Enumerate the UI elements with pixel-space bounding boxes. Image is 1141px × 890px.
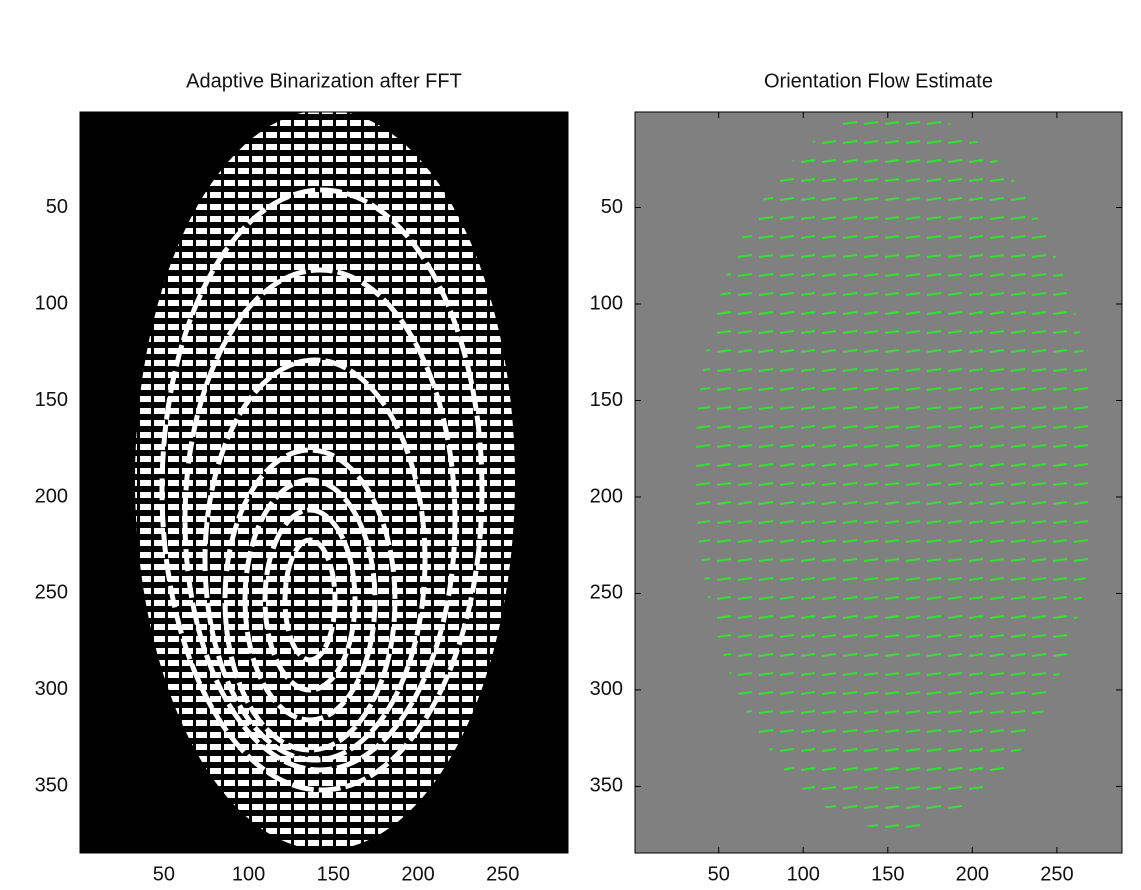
axes-title: Orientation Flow Estimate (764, 70, 993, 92)
y-tick-label: 100 (590, 292, 623, 314)
x-tick-label: 250 (486, 863, 519, 885)
y-tick-label: 50 (46, 196, 68, 218)
y-tick-label: 200 (35, 485, 68, 507)
y-tick-label: 150 (35, 389, 68, 411)
y-tick-label: 300 (590, 678, 623, 700)
x-tick-label: 200 (401, 863, 434, 885)
y-tick-label: 250 (35, 582, 68, 604)
y-tick-label: 100 (35, 292, 68, 314)
x-tick-label: 100 (787, 863, 820, 885)
y-tick-label: 300 (35, 678, 68, 700)
x-tick-label: 250 (1040, 863, 1073, 885)
y-tick-label: 50 (601, 196, 623, 218)
orientation-field (695, 110, 1095, 830)
x-tick-label: 50 (153, 863, 175, 885)
x-tick-label: 100 (232, 863, 265, 885)
x-tick-label: 200 (956, 863, 989, 885)
y-tick-label: 200 (590, 485, 623, 507)
y-tick-label: 350 (590, 775, 623, 797)
y-tick-label: 150 (590, 389, 623, 411)
figure: Adaptive Binarization after FFT 50 100 150 2… (0, 0, 1141, 890)
x-tick-label: 150 (317, 863, 350, 885)
fingerprint-image (135, 110, 515, 850)
axes-title: Adaptive Binarization after FFT (186, 70, 462, 92)
x-tick-label: 50 (708, 863, 730, 885)
y-tick-label: 350 (35, 775, 68, 797)
x-tick-label: 150 (871, 863, 904, 885)
y-tick-label: 250 (590, 582, 623, 604)
